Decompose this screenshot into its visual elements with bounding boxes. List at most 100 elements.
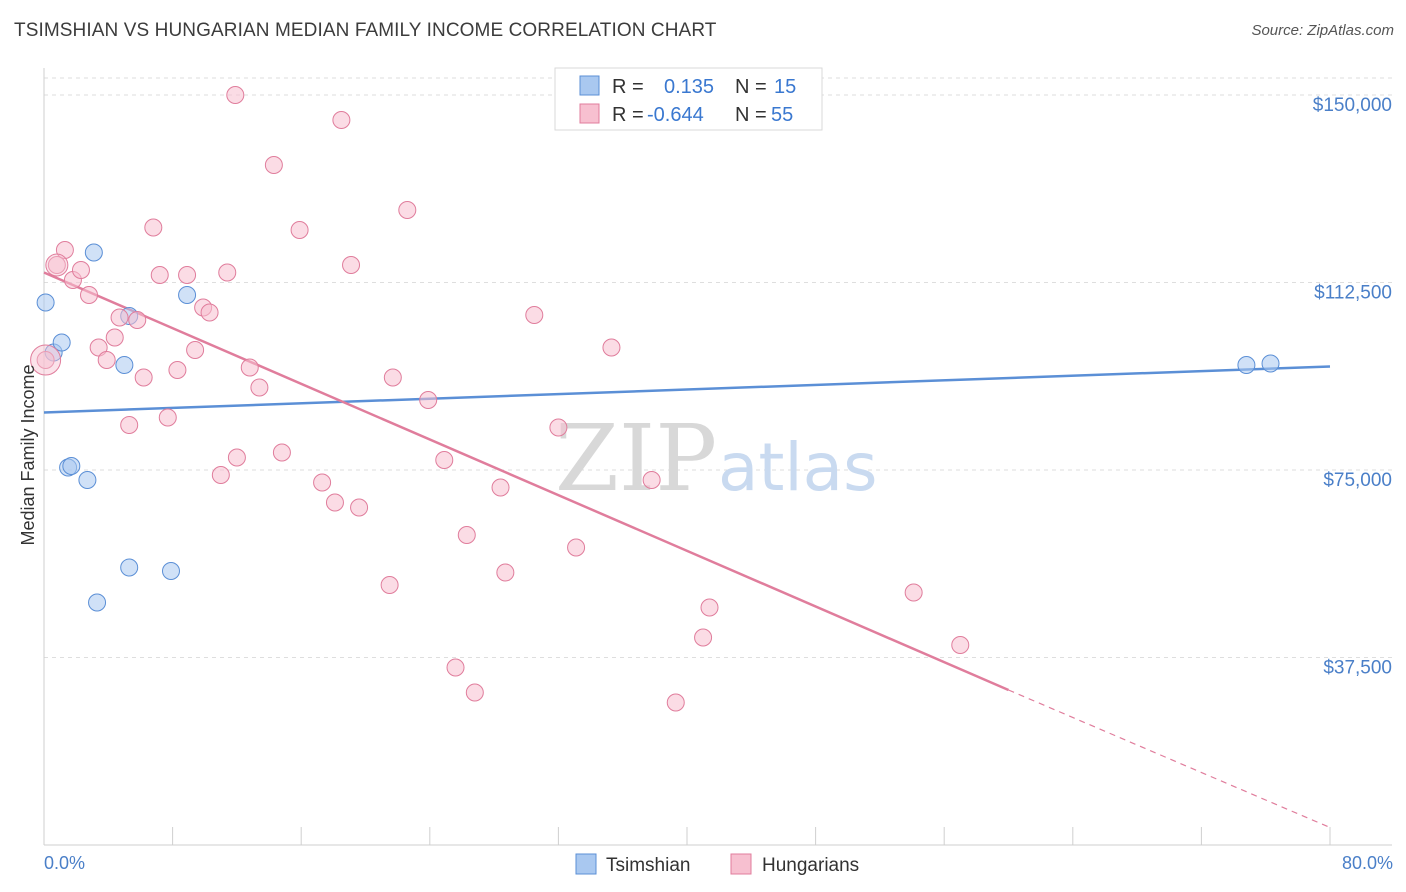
bottom-legend: Tsimshian Hungarians xyxy=(575,853,859,876)
point-hungarians xyxy=(134,368,153,387)
point-hungarians xyxy=(398,201,417,219)
point-hungarians xyxy=(150,266,169,284)
watermark-atlas: atlas xyxy=(718,429,878,506)
trend-line-tsimshian xyxy=(43,365,1331,414)
point-hungarians xyxy=(218,263,237,282)
point-hungarians xyxy=(178,266,197,284)
point-tsimshian xyxy=(52,333,71,352)
point-hungarians xyxy=(951,636,970,654)
point-hungarians xyxy=(435,451,454,469)
bottom-legend-swatch-hungarians xyxy=(730,853,752,875)
point-hungarians xyxy=(240,358,259,377)
legend-r-label-tsimshian: R = xyxy=(612,76,644,98)
point-hungarians xyxy=(226,86,245,104)
legend-r-value-hungarians: -0.644 xyxy=(647,104,704,126)
point-tsimshian xyxy=(78,471,97,489)
point-hungarians xyxy=(264,156,283,174)
legend-r-label-hungarians: R = xyxy=(612,104,644,126)
point-hungarians xyxy=(36,351,55,369)
point-hungarians xyxy=(290,221,309,239)
point-hungarians xyxy=(525,306,544,324)
point-hungarians xyxy=(105,328,124,347)
legend-n-value-tsimshian: 15 xyxy=(774,76,796,98)
watermark: ZIP atlas xyxy=(555,405,878,512)
point-hungarians xyxy=(272,443,291,462)
y-tick-label: $37,500 xyxy=(1323,658,1392,679)
data-points xyxy=(30,86,1280,712)
point-hungarians xyxy=(419,391,438,409)
y-tick-label: $75,000 xyxy=(1323,470,1392,491)
point-hungarians xyxy=(250,378,269,397)
point-hungarians xyxy=(350,498,369,517)
point-tsimshian xyxy=(36,293,55,312)
point-hungarians xyxy=(549,418,568,437)
source-label: Source: ZipAtlas.com xyxy=(1251,22,1394,39)
point-tsimshian xyxy=(120,558,139,577)
point-hungarians xyxy=(45,253,69,277)
point-hungarians xyxy=(211,466,230,484)
point-tsimshian xyxy=(178,286,197,304)
point-tsimshian xyxy=(88,593,107,612)
legend-n-label-tsimshian: N = xyxy=(735,76,767,98)
axes xyxy=(43,68,1392,846)
legend-r-value-tsimshian: 0.135 xyxy=(664,76,714,98)
point-hungarians xyxy=(47,256,66,274)
point-hungarians xyxy=(446,658,465,677)
point-hungarians xyxy=(110,308,129,327)
point-hungarians xyxy=(496,563,515,582)
point-hungarians xyxy=(567,538,586,557)
point-hungarians xyxy=(227,448,246,467)
point-hungarians xyxy=(30,344,62,376)
trend-lines xyxy=(43,271,1331,829)
bottom-legend-swatch-tsimshian xyxy=(575,853,597,875)
point-tsimshian xyxy=(1237,356,1256,374)
point-hungarians xyxy=(71,261,90,279)
watermark-zip: ZIP xyxy=(555,405,717,512)
point-hungarians xyxy=(80,286,99,304)
point-hungarians xyxy=(465,683,484,702)
point-tsimshian xyxy=(1261,354,1280,373)
trend-line-extension-hungarians xyxy=(1008,689,1331,829)
legend-swatch-tsimshian xyxy=(579,75,600,96)
point-hungarians xyxy=(700,598,719,617)
point-hungarians xyxy=(120,416,139,434)
point-hungarians xyxy=(200,303,219,322)
x-tick-label: 0.0% xyxy=(44,853,85,873)
legend-n-label-hungarians: N = xyxy=(735,104,767,126)
point-hungarians xyxy=(602,338,621,357)
point-hungarians xyxy=(694,628,713,647)
point-hungarians xyxy=(380,576,399,594)
point-tsimshian xyxy=(161,562,180,580)
chart-title: TSIMSHIAN VS HUNGARIAN MEDIAN FAMILY INC… xyxy=(14,20,717,41)
x-tick-labels: 0.0% 80.0% xyxy=(44,853,1393,873)
y-axis-title: Median Family Income xyxy=(18,364,38,545)
bottom-legend-label-tsimshian: Tsimshian xyxy=(606,855,690,876)
y-tick-label: $112,500 xyxy=(1314,283,1392,304)
point-hungarians xyxy=(158,408,177,427)
y-tick-labels: $37,500 $75,000 $112,500 $150,000 xyxy=(1313,95,1392,679)
point-tsimshian xyxy=(84,243,103,262)
point-hungarians xyxy=(666,693,685,712)
y-tick-label: $150,000 xyxy=(1313,95,1392,116)
point-hungarians xyxy=(457,526,476,544)
point-tsimshian xyxy=(62,457,81,475)
point-hungarians xyxy=(168,361,187,379)
legend-swatch-hungarians xyxy=(579,103,600,124)
point-hungarians xyxy=(342,256,361,274)
point-hungarians xyxy=(97,351,116,369)
bottom-legend-label-hungarians: Hungarians xyxy=(762,855,859,876)
point-hungarians xyxy=(128,311,147,329)
legend-n-value-hungarians: 55 xyxy=(771,104,793,126)
point-hungarians xyxy=(332,111,351,129)
point-hungarians xyxy=(491,478,510,497)
point-hungarians xyxy=(904,583,923,602)
point-hungarians xyxy=(642,471,661,489)
x-tick-label: 80.0% xyxy=(1342,853,1393,873)
trend-line-hungarians xyxy=(43,271,1009,692)
point-hungarians xyxy=(383,368,402,387)
point-hungarians xyxy=(325,493,344,512)
point-hungarians xyxy=(186,341,205,359)
point-hungarians xyxy=(313,473,332,492)
point-tsimshian xyxy=(115,356,134,374)
